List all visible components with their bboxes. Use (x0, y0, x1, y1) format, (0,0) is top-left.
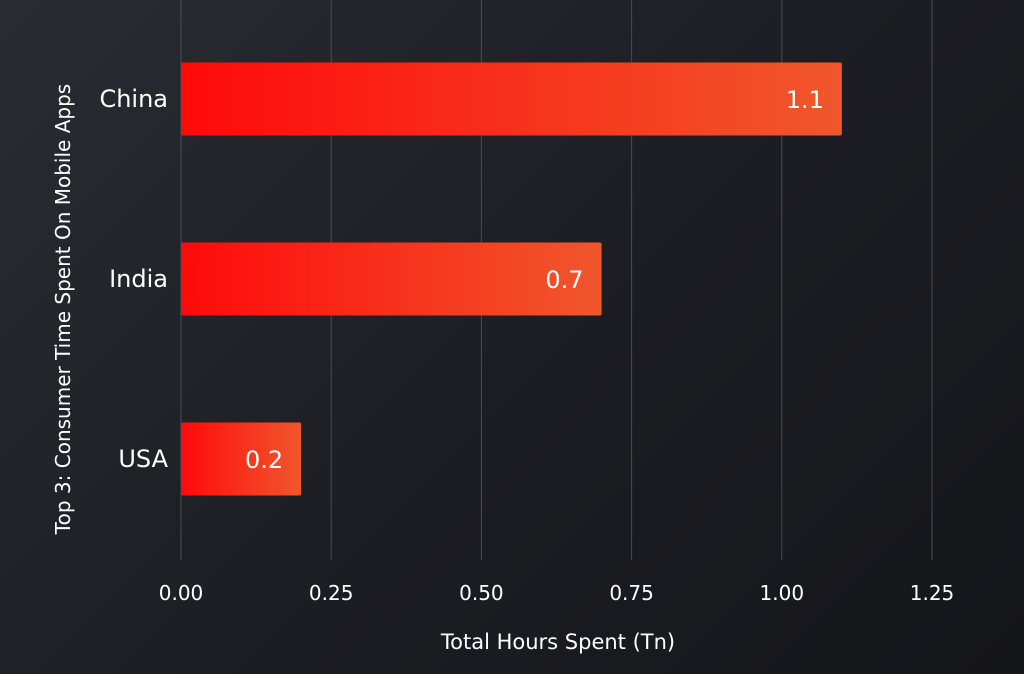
bar-value-label: 1.1 (786, 86, 824, 114)
y-axis-categories: China India USA (99, 85, 168, 473)
x-tick-label: 0.50 (459, 581, 504, 605)
x-axis-label: Total Hours Spent (Tn) (440, 630, 675, 654)
bar-india (181, 242, 602, 316)
category-label: China (99, 85, 168, 113)
x-tick-label: 0.00 (159, 581, 204, 605)
category-label: India (109, 265, 168, 293)
x-tick-label: 1.25 (910, 581, 955, 605)
category-label: USA (118, 445, 168, 473)
x-tick-label: 0.25 (309, 581, 354, 605)
bars: 1.1 0.7 0.2 (181, 62, 842, 496)
bar-value-label: 0.2 (245, 446, 283, 474)
x-axis-ticks: 0.00 0.25 0.50 0.75 1.00 1.25 (159, 581, 955, 605)
x-tick-label: 1.00 (760, 581, 805, 605)
y-axis-label: Top 3: Consumer Time Spent On Mobile App… (51, 84, 75, 535)
bar-china (181, 62, 842, 136)
bar-usa (181, 422, 302, 496)
x-tick-label: 0.75 (609, 581, 654, 605)
bar-value-label: 0.7 (545, 266, 583, 294)
